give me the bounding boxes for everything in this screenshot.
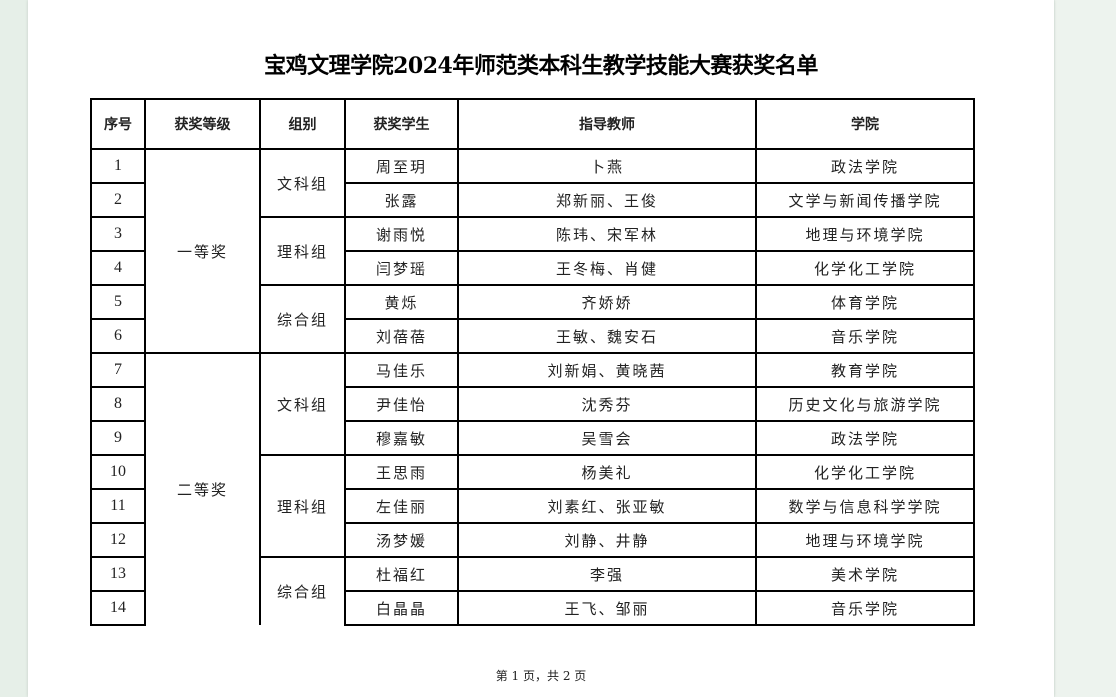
- student-cell: 谢雨悦: [344, 216, 459, 252]
- teacher-cell: 卜燕: [457, 148, 757, 184]
- teacher-cell: 沈秀芬: [457, 386, 757, 422]
- teacher-cell: 刘新娟、黄晓茜: [457, 352, 757, 388]
- header-level: 获奖等级: [144, 98, 261, 150]
- student-cell: 黄烁: [344, 284, 459, 320]
- table-row: 5 综合组 黄烁 齐娇娇 体育学院: [90, 284, 975, 354]
- table-row: 12 汤梦媛 刘静、井静 地理与环境学院: [90, 522, 975, 558]
- header-no: 序号: [90, 98, 146, 150]
- student-cell: 穆嘉敏: [344, 420, 459, 456]
- document-page: 宝鸡文理学院2024年师范类本科生教学技能大赛获奖名单 序号 获奖等级 组别 获…: [28, 0, 1054, 697]
- table-row: 7 二等奖 文科组 马佳乐 刘新娟、黄晓茜 教育学院: [90, 352, 975, 625]
- table-row: 13 综合组 杜福红 李强 美术学院: [90, 556, 975, 625]
- student-cell: 马佳乐: [344, 352, 459, 388]
- teacher-cell: 刘静、井静: [457, 522, 757, 558]
- student-cell: 张露: [344, 182, 459, 218]
- college-cell: 数学与信息科学学院: [755, 488, 975, 524]
- row-number: 4: [90, 250, 146, 286]
- student-cell: 刘蓓蓓: [344, 318, 459, 354]
- award-level-cell: 一等奖: [144, 148, 261, 354]
- page-footer: 第 1 页，共 2 页: [495, 669, 587, 683]
- group-cell: 文科组: [259, 352, 346, 456]
- student-cell: 闫梦瑶: [344, 250, 459, 286]
- college-cell: 政法学院: [755, 420, 975, 456]
- award-table: 序号 获奖等级 组别 获奖学生 指导教师 学院 1 一等奖 文科组 周至玥 卜燕 政法学院…: [90, 98, 975, 626]
- group-cell: 文科组: [259, 148, 346, 218]
- teacher-cell: 李强: [457, 556, 757, 592]
- row-number: 13: [90, 556, 146, 592]
- student-cell: 白晶晶: [344, 590, 459, 626]
- row-number: 9: [90, 420, 146, 456]
- row-number: 8: [90, 386, 146, 422]
- teacher-cell: 郑新丽、王俊: [457, 182, 757, 218]
- teacher-cell: 王冬梅、肖健: [457, 250, 757, 286]
- table-header-row: 序号 获奖等级 组别 获奖学生 指导教师 学院: [90, 98, 975, 150]
- college-cell: 音乐学院: [755, 590, 975, 626]
- row-number: 14: [90, 590, 146, 626]
- table-row: 1 一等奖 文科组 周至玥 卜燕 政法学院: [90, 148, 975, 354]
- group-cell: 综合组: [259, 284, 346, 354]
- teacher-cell: 陈玮、宋军林: [457, 216, 757, 252]
- college-cell: 教育学院: [755, 352, 975, 388]
- side-panel: [1055, 0, 1116, 697]
- teacher-cell: 刘素红、张亚敏: [457, 488, 757, 524]
- student-cell: 杜福红: [344, 556, 459, 592]
- college-cell: 体育学院: [755, 284, 975, 320]
- table-row: 2 张露 郑新丽、王俊 文学与新闻传播学院: [90, 182, 975, 218]
- row-number: 6: [90, 318, 146, 354]
- college-cell: 化学化工学院: [755, 250, 975, 286]
- table-row: 8 尹佳怡 沈秀芬 历史文化与旅游学院: [90, 386, 975, 422]
- college-cell: 政法学院: [755, 148, 975, 184]
- header-teacher: 指导教师: [457, 98, 757, 150]
- college-cell: 文学与新闻传播学院: [755, 182, 975, 218]
- student-cell: 汤梦媛: [344, 522, 459, 558]
- college-cell: 地理与环境学院: [755, 216, 975, 252]
- teacher-cell: 王敏、魏安石: [457, 318, 757, 354]
- row-number: 10: [90, 454, 146, 490]
- header-college: 学院: [755, 98, 975, 150]
- row-number: 11: [90, 488, 146, 524]
- teacher-cell: 王飞、邹丽: [457, 590, 757, 626]
- table-row: 9 穆嘉敏 吴雪会 政法学院: [90, 420, 975, 456]
- row-number: 1: [90, 148, 146, 184]
- row-number: 2: [90, 182, 146, 218]
- college-cell: 美术学院: [755, 556, 975, 592]
- student-cell: 王思雨: [344, 454, 459, 490]
- row-number: 12: [90, 522, 146, 558]
- award-level-cell: 二等奖: [144, 352, 261, 625]
- college-cell: 音乐学院: [755, 318, 975, 354]
- table-row: 3 理科组 谢雨悦 陈玮、宋军林 地理与环境学院: [90, 216, 975, 286]
- table-row: 11 左佳丽 刘素红、张亚敏 数学与信息科学学院: [90, 488, 975, 524]
- table-row: 4 闫梦瑶 王冬梅、肖健 化学化工学院: [90, 250, 975, 286]
- group-cell: 理科组: [259, 216, 346, 286]
- college-cell: 历史文化与旅游学院: [755, 386, 975, 422]
- row-number: 5: [90, 284, 146, 320]
- row-number: 7: [90, 352, 146, 388]
- header-student: 获奖学生: [344, 98, 459, 150]
- student-cell: 左佳丽: [344, 488, 459, 524]
- teacher-cell: 吴雪会: [457, 420, 757, 456]
- table-row: 6 刘蓓蓓 王敏、魏安石 音乐学院: [90, 318, 975, 354]
- student-cell: 尹佳怡: [344, 386, 459, 422]
- group-cell: 综合组: [259, 556, 346, 625]
- table-row: 14 白晶晶 王飞、邹丽 音乐学院: [90, 590, 975, 626]
- college-cell: 化学化工学院: [755, 454, 975, 490]
- document-title: 宝鸡文理学院2024年师范类本科生教学技能大赛获奖名单: [264, 53, 818, 79]
- teacher-cell: 齐娇娇: [457, 284, 757, 320]
- row-number: 3: [90, 216, 146, 252]
- header-group: 组别: [259, 98, 346, 150]
- table-row: 10 理科组 王思雨 杨美礼 化学化工学院: [90, 454, 975, 558]
- teacher-cell: 杨美礼: [457, 454, 757, 490]
- college-cell: 地理与环境学院: [755, 522, 975, 558]
- student-cell: 周至玥: [344, 148, 459, 184]
- group-cell: 理科组: [259, 454, 346, 558]
